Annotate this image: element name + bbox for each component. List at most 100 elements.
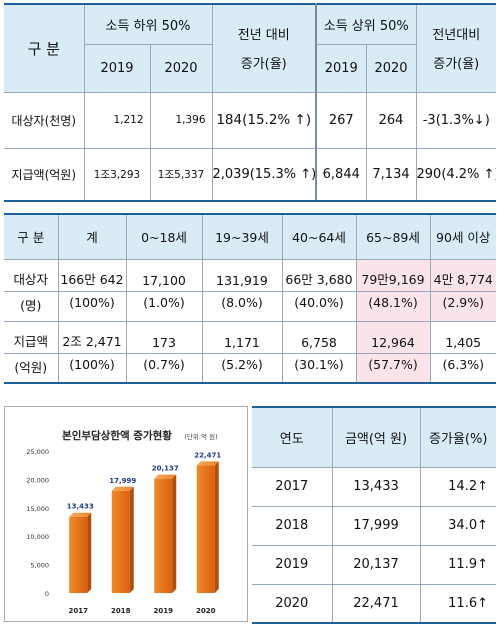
y-tick-label: 0 bbox=[45, 590, 49, 598]
upper-change-line1: 전년대비 bbox=[432, 28, 481, 44]
cell: 184(15.2% ↑) bbox=[211, 91, 317, 149]
x-tick-label: 2017 bbox=[69, 607, 89, 615]
t2-header-total: 계 bbox=[57, 213, 127, 260]
cell: (1.0%) bbox=[125, 290, 203, 322]
bar-side bbox=[214, 461, 219, 593]
cell: (0.7%) bbox=[125, 352, 203, 384]
cell: 166만 642 bbox=[57, 258, 127, 292]
bar-data-label: 22,471 bbox=[194, 451, 221, 459]
bar bbox=[196, 465, 215, 593]
lower-change-header: 전년 대비 증가(율) bbox=[211, 3, 317, 93]
cell: 11.9↑ bbox=[419, 544, 496, 585]
bar-top bbox=[196, 461, 219, 466]
t3-year-2019: 2019 bbox=[252, 544, 333, 585]
chart-subtitle: (단위:억 원) bbox=[184, 432, 217, 441]
cell: 6,758 bbox=[281, 320, 357, 354]
cell: 1,396 bbox=[149, 91, 213, 149]
t2-header-age-19-39: 19~39세 bbox=[201, 213, 283, 260]
lower-2020-header: 2020 bbox=[149, 43, 213, 93]
gubun-header: 구 분 bbox=[4, 3, 85, 93]
bar-data-label: 20,137 bbox=[152, 465, 179, 473]
cell: 1,212 bbox=[83, 91, 151, 149]
cell: (48.1%) bbox=[355, 290, 431, 322]
x-tick-label: 2020 bbox=[196, 607, 216, 615]
y-tick-label: 10,000 bbox=[26, 533, 49, 541]
cell: 22,471 bbox=[331, 583, 421, 624]
t2-row-label-recipients: 대상자 bbox=[4, 258, 59, 292]
upper-change-header: 전년대비 증가(율) bbox=[415, 3, 496, 93]
cell: 34.0↑ bbox=[419, 505, 496, 546]
cell: 267 bbox=[315, 91, 367, 149]
cell: 20,137 bbox=[331, 544, 421, 585]
cell: 66만 3,680 bbox=[281, 258, 357, 292]
cell: 2조 2,471 bbox=[57, 320, 127, 354]
cell: 290(4.2% ↑) bbox=[415, 147, 496, 202]
lower-change-line2: 증가(율) bbox=[240, 57, 287, 73]
bar-side bbox=[172, 474, 177, 593]
cell: 1,405 bbox=[429, 320, 496, 354]
cell: 6,844 bbox=[315, 147, 367, 202]
cell: 12,964 bbox=[355, 320, 431, 354]
cell: (100%) bbox=[57, 290, 127, 322]
cell: (57.7%) bbox=[355, 352, 431, 384]
bar-top bbox=[154, 474, 177, 479]
t2-header-gubun: 구 분 bbox=[4, 213, 59, 260]
cell: 1조5,337 bbox=[149, 147, 213, 202]
bar-data-label: 17,999 bbox=[109, 477, 136, 485]
chart-svg: 본인부담상한액 증가현황 (단위:억 원) 0 5,000 10,000 15,000… bbox=[26, 429, 221, 615]
upper-50-header: 소득 상위 50% bbox=[315, 3, 417, 45]
cell: (2.9%) bbox=[429, 290, 496, 322]
t2-header-age-0-18: 0~18세 bbox=[125, 213, 203, 260]
cell: 4만 8,774 bbox=[429, 258, 496, 292]
upper-2020-header: 2020 bbox=[365, 43, 417, 93]
cell: 1조3,293 bbox=[83, 147, 151, 202]
cell: (40.0%) bbox=[281, 290, 357, 322]
bar-top bbox=[111, 486, 134, 491]
cell: (8.0%) bbox=[201, 290, 283, 322]
bar-data-label: 13,433 bbox=[67, 503, 94, 511]
x-tick-label: 2019 bbox=[154, 607, 174, 615]
cell: 17,999 bbox=[331, 505, 421, 546]
bar bbox=[69, 516, 88, 593]
cell: 264 bbox=[365, 91, 417, 149]
t2-header-age-40-64: 40~64세 bbox=[281, 213, 357, 260]
cell: (30.1%) bbox=[281, 352, 357, 384]
lower-change-line1: 전년 대비 bbox=[237, 28, 290, 44]
t2-header-age-65-89: 65~89세 bbox=[355, 213, 431, 260]
x-tick-label: 2018 bbox=[111, 607, 131, 615]
cell: 173 bbox=[125, 320, 203, 354]
bar-top bbox=[69, 512, 92, 517]
age-group-table: 구 분 계 0~18세 19~39세 40~64세 65~89세 90세 이상 … bbox=[4, 213, 496, 384]
t2-header-age-90plus: 90세 이상 bbox=[429, 213, 496, 260]
t3-header-year: 연도 bbox=[252, 406, 333, 468]
cell: 7,134 bbox=[365, 147, 417, 202]
cell: -3(1.3%↓) bbox=[415, 91, 496, 149]
row-label-payment: 지급액(억원) bbox=[4, 147, 85, 202]
cell: (5.2%) bbox=[201, 352, 283, 384]
cell: 17,100 bbox=[125, 258, 203, 292]
row-label-recipients: 대상자(천명) bbox=[4, 91, 85, 149]
t2-row-unit-payment: (억원) bbox=[4, 352, 59, 384]
bar bbox=[154, 478, 173, 593]
t3-year-2020: 2020 bbox=[252, 583, 333, 624]
chart-title: 본인부담상한액 증가현황 bbox=[62, 429, 172, 442]
bar bbox=[111, 490, 130, 593]
cell: 14.2↑ bbox=[419, 466, 496, 507]
income-comparison-table: 구 분 소득 하위 50% 전년 대비 증가(율) 소득 상위 50% 전년대비… bbox=[4, 3, 496, 202]
t2-row-label-payment: 지급액 bbox=[4, 320, 59, 354]
cell: (6.3%) bbox=[429, 352, 496, 384]
t3-year-2017: 2017 bbox=[252, 466, 333, 507]
lower-2019-header: 2019 bbox=[83, 43, 151, 93]
cell: 131,919 bbox=[201, 258, 283, 292]
cell: 1,171 bbox=[201, 320, 283, 354]
yearly-amount-table: 연도 금액(억 원) 증가율(%) 2017 13,433 14.2↑ 2018… bbox=[252, 406, 496, 624]
y-tick-label: 5,000 bbox=[30, 562, 49, 570]
y-tick-label: 20,000 bbox=[26, 476, 49, 484]
cell: (100%) bbox=[57, 352, 127, 384]
t3-year-2018: 2018 bbox=[252, 505, 333, 546]
t3-header-amount: 금액(억 원) bbox=[331, 406, 421, 468]
t3-header-rate: 증가율(%) bbox=[419, 406, 496, 468]
lower-50-header: 소득 하위 50% bbox=[83, 3, 213, 45]
y-tick-label: 15,000 bbox=[26, 505, 49, 513]
t2-row-unit-recipients: (명) bbox=[4, 290, 59, 322]
